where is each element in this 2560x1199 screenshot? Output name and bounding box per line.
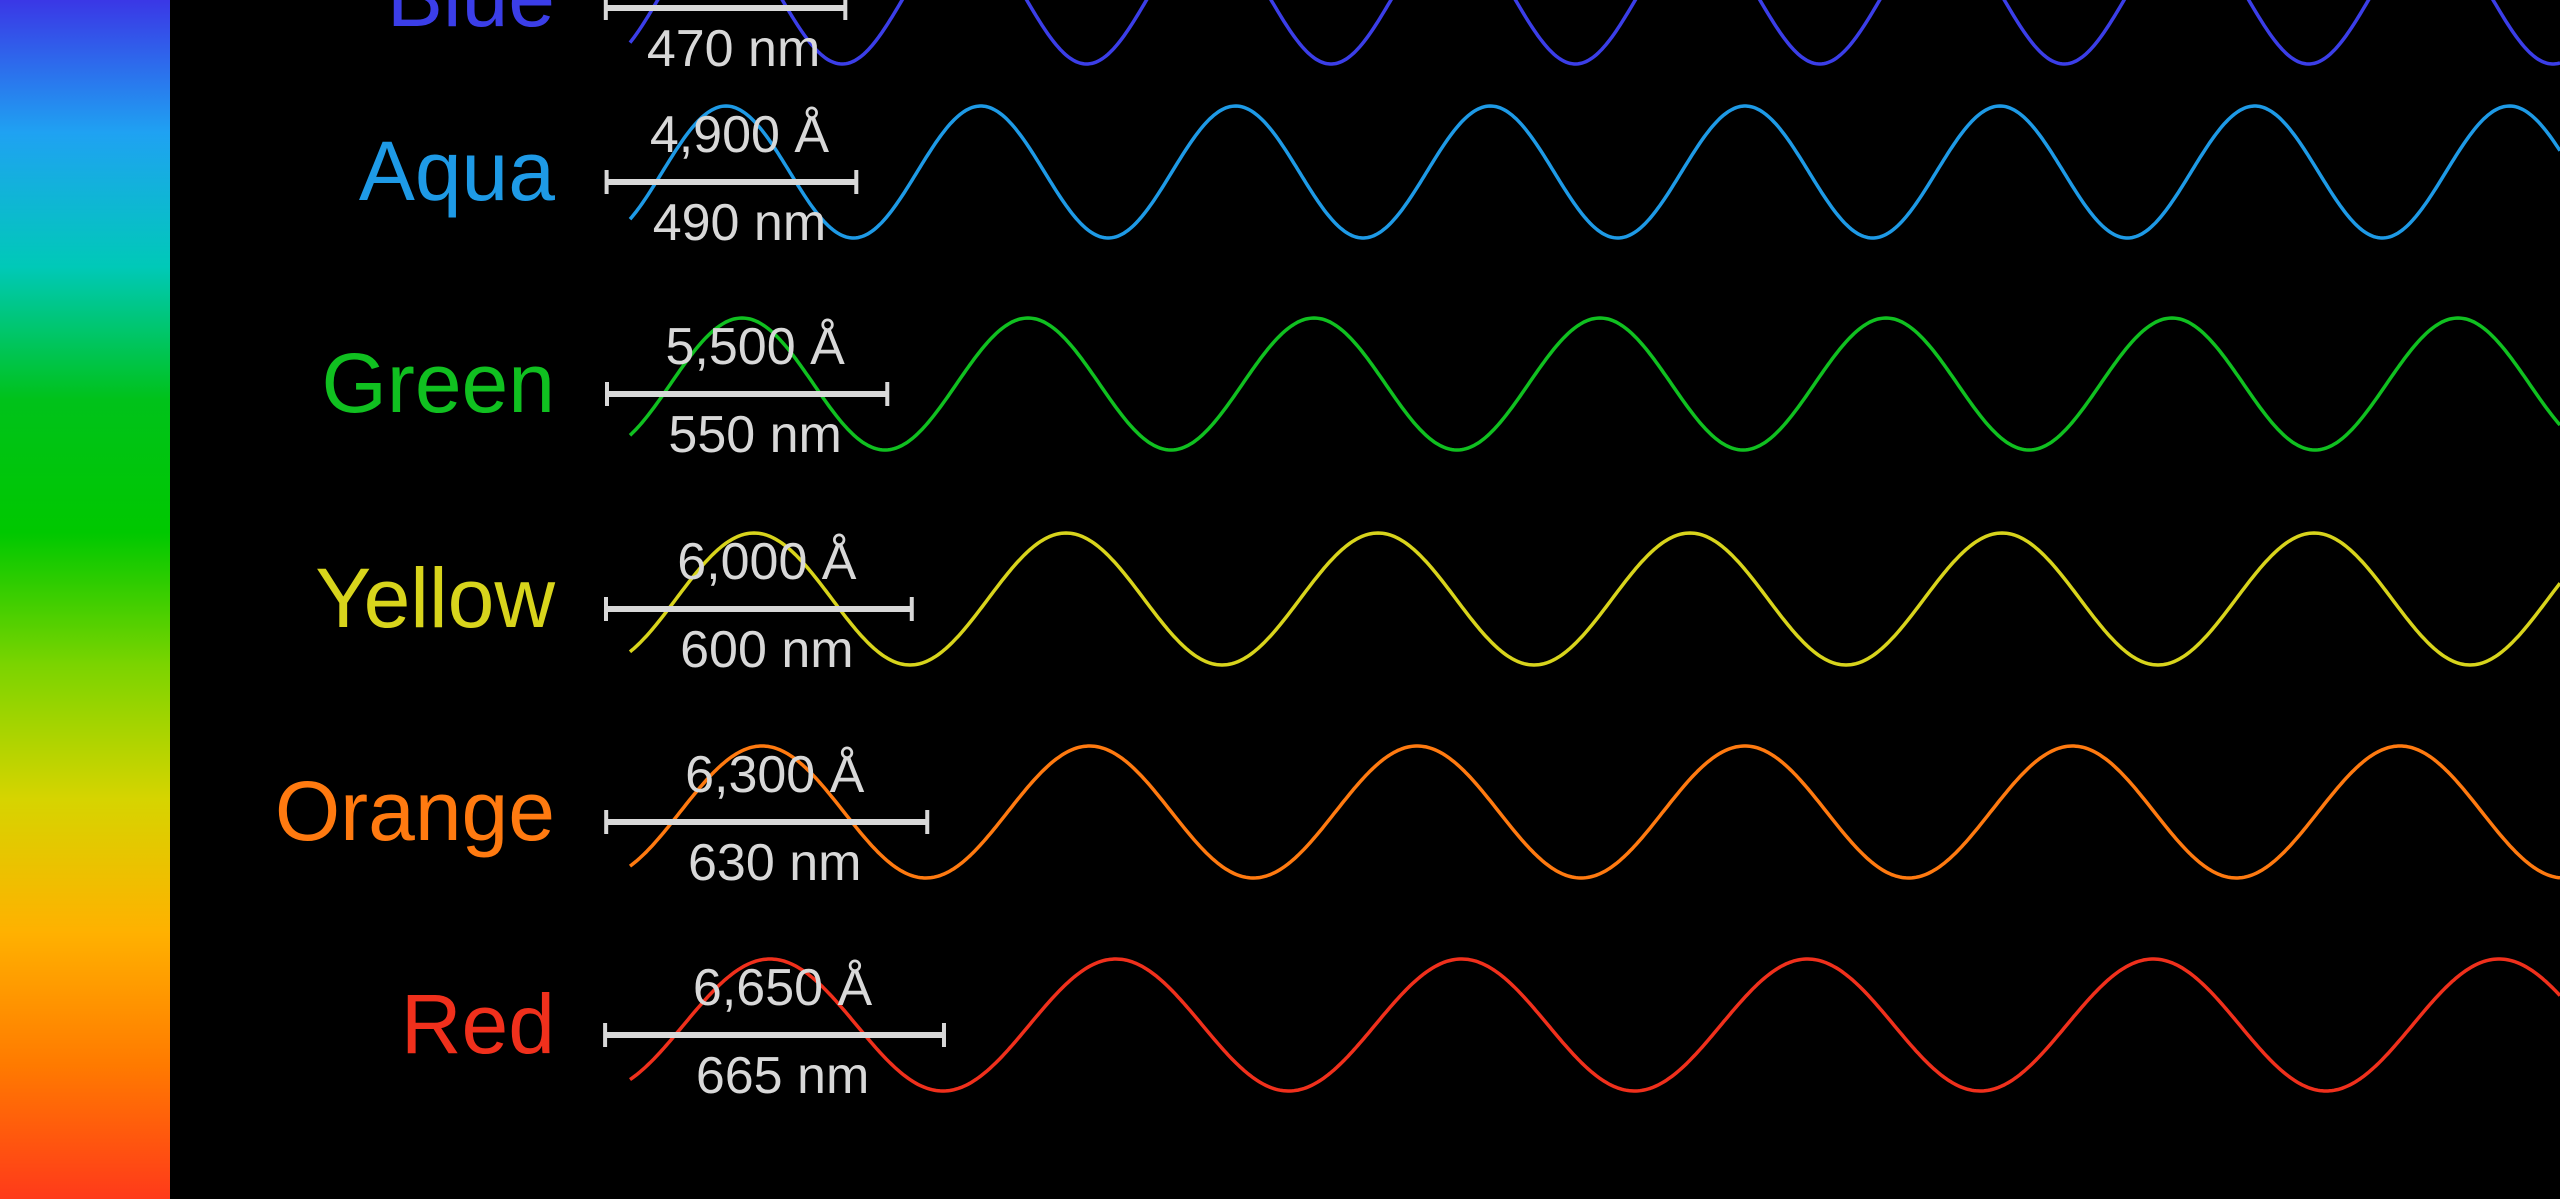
- blue-label: Blue: [387, 0, 555, 44]
- wave-row-blue: Blue4,700 Å470 nm: [387, 0, 2560, 78]
- wave-rows: Blue4,700 Å470 nm Aqua 4,900 Å 490 nm Green 5…: [275, 0, 2560, 1105]
- yellow-wavelength-bar: [604, 597, 914, 621]
- wave-row-aqua: Aqua 4,900 Å 490 nm: [359, 104, 2560, 252]
- wave-row-orange: Orange 6,300 Å 630 nm: [275, 744, 2560, 892]
- aqua-wavelength-bar: [604, 170, 859, 194]
- green-angstrom-label: 5,500 Å: [666, 318, 846, 376]
- yellow-angstrom-label: 6,000 Å: [677, 533, 857, 591]
- aqua-wave: [628, 104, 2560, 240]
- wave-row-red: Red 6,650 Å 665 nm: [401, 957, 2560, 1105]
- yellow-label: Yellow: [315, 551, 555, 645]
- blue-wave: [628, 0, 2560, 66]
- red-wavelength-bar: [603, 1023, 946, 1047]
- wave-row-yellow: Yellow 6,000 Å 600 nm: [315, 531, 2560, 679]
- aqua-angstrom-label: 4,900 Å: [650, 106, 830, 164]
- yellow-nm-label: 600 nm: [680, 621, 853, 679]
- yellow-wave: [628, 531, 2560, 667]
- red-nm-label: 665 nm: [696, 1047, 869, 1105]
- orange-nm-label: 630 nm: [688, 834, 861, 892]
- orange-label: Orange: [275, 764, 555, 858]
- red-wave: [628, 957, 2560, 1093]
- orange-wavelength-bar: [604, 810, 930, 834]
- red-label: Red: [401, 977, 555, 1071]
- red-angstrom-label: 6,650 Å: [693, 959, 873, 1017]
- blue-nm-label: 470 nm: [647, 20, 820, 78]
- orange-angstrom-label: 6,300 Å: [685, 746, 865, 804]
- green-wave: [628, 316, 2560, 452]
- aqua-label: Aqua: [359, 124, 555, 218]
- color-spectrum-bar: [0, 0, 170, 1199]
- green-nm-label: 550 nm: [668, 406, 841, 464]
- blue-wavelength-bar: [603, 0, 848, 20]
- green-label: Green: [322, 336, 555, 430]
- aqua-nm-label: 490 nm: [653, 194, 826, 252]
- orange-wave: [628, 744, 2560, 880]
- green-wavelength-bar: [605, 382, 890, 406]
- wave-row-green: Green 5,500 Å 550 nm: [322, 316, 2560, 464]
